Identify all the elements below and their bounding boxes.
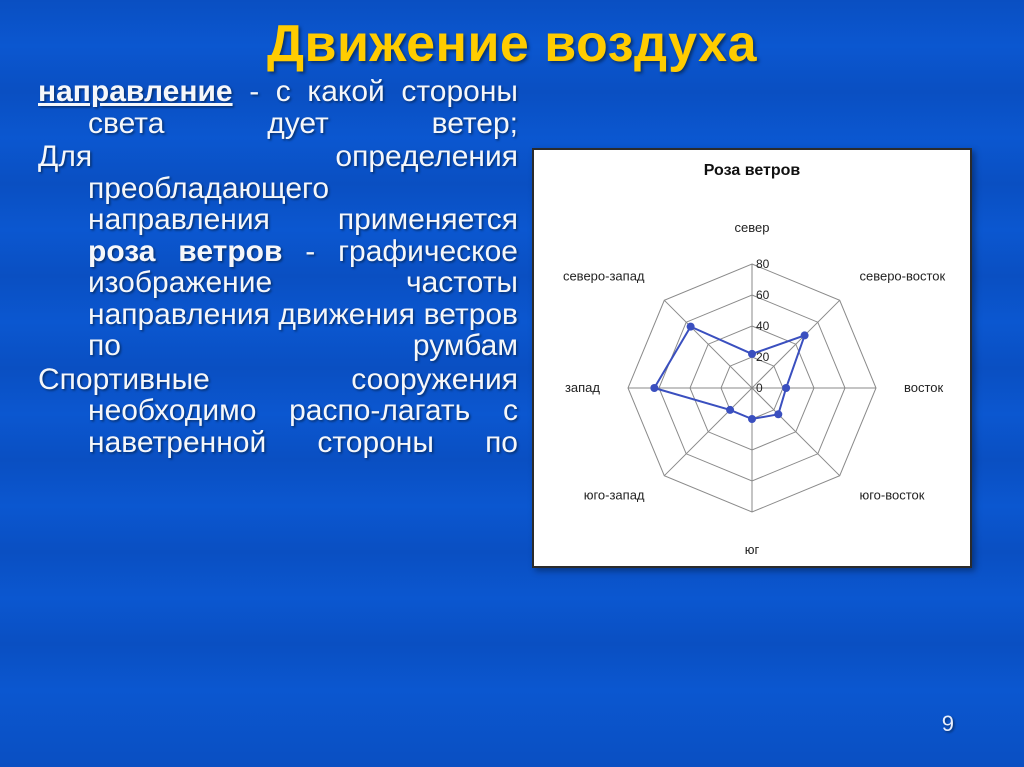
svg-text:60: 60	[756, 288, 770, 302]
chart-column: Роза ветров 020406080северсеверо-востокв…	[518, 74, 968, 568]
page-number: 9	[942, 711, 954, 737]
svg-text:юго-запад: юго-запад	[584, 487, 645, 502]
para2-bold: роза ветров	[88, 235, 282, 268]
para1-lead: направление	[38, 75, 233, 108]
content-row: направление - с какой стороны света дует…	[0, 74, 1024, 568]
svg-text:северо-восток: северо-восток	[859, 269, 945, 284]
svg-text:северо-запад: северо-запад	[563, 269, 645, 284]
svg-text:40: 40	[756, 319, 770, 333]
paragraph-1: направление - с какой стороны света дует…	[38, 76, 518, 139]
svg-text:0: 0	[756, 381, 763, 395]
chart-title: Роза ветров	[542, 162, 962, 180]
svg-text:юго-восток: юго-восток	[859, 487, 924, 502]
svg-text:80: 80	[756, 257, 770, 271]
slide: Движение воздуха направление - с какой с…	[0, 0, 1024, 767]
paragraph-2: Для определения преобладающего направлен…	[38, 141, 518, 362]
wind-rose-radar-chart: 020406080северсеверо-востоквостокюго-вос…	[542, 188, 962, 558]
svg-text:север: север	[735, 220, 770, 235]
svg-text:восток: восток	[904, 380, 944, 395]
svg-text:запад: запад	[565, 380, 600, 395]
slide-title: Движение воздуха	[0, 0, 1024, 74]
chart-frame: Роза ветров 020406080северсеверо-востокв…	[532, 148, 972, 568]
svg-text:юг: юг	[745, 542, 760, 557]
para2-pre: Для определения преобладающего направлен…	[38, 140, 518, 236]
text-column: направление - с какой стороны света дует…	[38, 74, 518, 568]
paragraph-3: Спортивные сооружения необходимо распо-л…	[38, 364, 518, 459]
